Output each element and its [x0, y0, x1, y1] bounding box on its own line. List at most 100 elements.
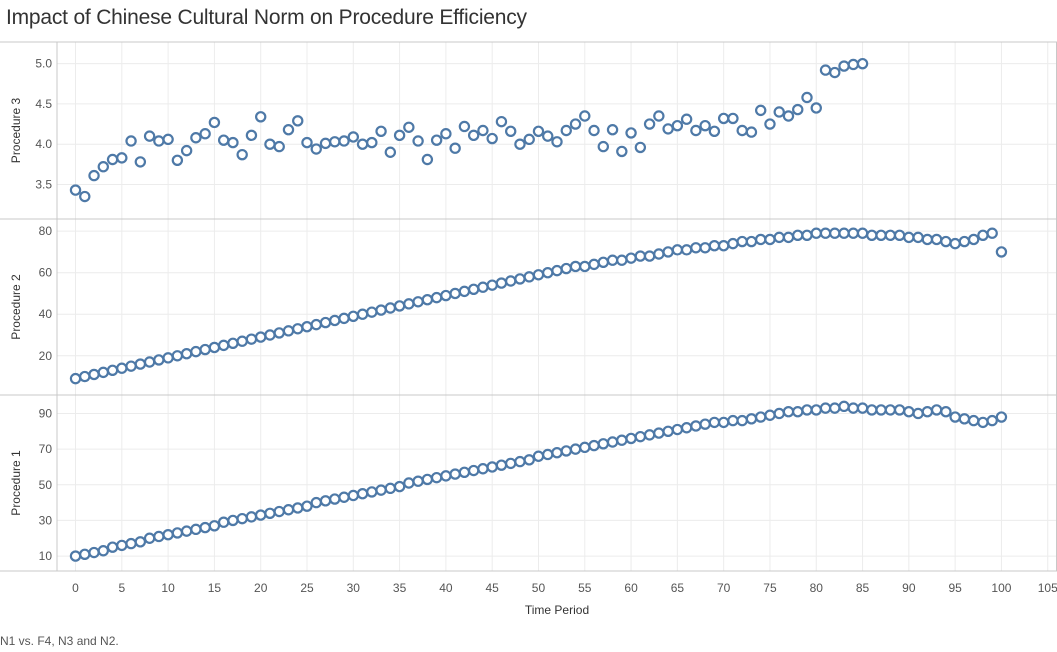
data-point	[810, 227, 822, 239]
data-point	[273, 140, 285, 153]
data-point	[458, 466, 471, 479]
data-point	[125, 360, 137, 372]
data-point	[319, 495, 332, 507]
data-point	[819, 64, 832, 76]
x-tick-label: 80	[810, 581, 824, 595]
data-point	[597, 438, 609, 450]
data-point	[764, 118, 776, 130]
data-point	[375, 304, 387, 316]
data-point	[634, 250, 647, 262]
data-point	[477, 281, 489, 293]
data-point	[810, 404, 822, 416]
data-point	[430, 134, 443, 146]
data-point	[606, 123, 619, 136]
data-point	[727, 237, 739, 250]
data-point	[264, 138, 276, 150]
data-point	[560, 262, 572, 275]
data-point	[217, 339, 230, 352]
data-point	[514, 138, 526, 150]
data-point	[217, 516, 230, 528]
data-point	[393, 300, 406, 312]
data-point	[449, 287, 461, 300]
data-point	[69, 550, 82, 562]
data-point	[606, 436, 619, 448]
data-point	[449, 468, 461, 480]
data-point	[421, 293, 434, 306]
data-point	[801, 229, 813, 242]
data-point	[162, 352, 174, 364]
data-point	[801, 404, 813, 416]
data-point	[282, 325, 295, 337]
data-point	[819, 402, 832, 414]
data-point	[255, 509, 267, 521]
data-point	[893, 404, 906, 416]
data-point	[736, 235, 748, 248]
data-point	[116, 539, 128, 552]
data-point	[106, 364, 119, 377]
data-point	[967, 233, 980, 246]
data-point	[977, 416, 989, 429]
data-point	[588, 124, 600, 137]
data-point	[477, 463, 489, 475]
y-axis-label: Procedure 3	[9, 97, 23, 163]
x-tick-label: 40	[439, 581, 453, 595]
data-point	[116, 152, 128, 164]
data-point	[856, 227, 869, 239]
data-point	[560, 124, 572, 137]
data-point	[347, 489, 359, 502]
data-point	[227, 337, 239, 350]
data-point	[97, 161, 109, 173]
data-point	[171, 154, 184, 166]
data-point	[384, 302, 397, 314]
data-point	[523, 271, 535, 283]
data-point	[949, 411, 961, 423]
data-point	[310, 143, 322, 155]
data-point	[532, 125, 545, 138]
data-point	[393, 480, 406, 493]
data-point	[375, 484, 387, 496]
data-point	[708, 239, 721, 252]
data-point	[764, 409, 776, 421]
data-point	[727, 112, 739, 125]
data-point	[88, 169, 100, 182]
data-point	[625, 432, 637, 445]
data-point	[505, 457, 517, 470]
data-point	[421, 153, 434, 166]
x-tick-label: 70	[717, 581, 731, 595]
data-point	[301, 320, 313, 333]
data-point	[273, 505, 285, 518]
data-point	[143, 356, 156, 368]
data-point	[180, 144, 193, 157]
data-point	[532, 269, 545, 281]
data-point	[597, 140, 609, 153]
x-tick-label: 55	[578, 581, 592, 595]
data-point	[745, 235, 758, 248]
data-point	[106, 541, 119, 553]
data-point	[347, 310, 359, 323]
data-point	[143, 532, 156, 544]
x-tick-label: 0	[72, 581, 79, 595]
data-point	[227, 136, 239, 149]
data-point	[634, 141, 647, 154]
data-point	[449, 142, 461, 154]
data-point	[69, 372, 82, 385]
data-point	[495, 115, 508, 128]
chart-title: Impact of Chinese Cultural Norm on Proce…	[6, 6, 527, 29]
data-point	[986, 227, 998, 239]
data-point	[810, 102, 822, 114]
data-point	[653, 110, 665, 122]
data-point	[606, 254, 619, 266]
data-point	[819, 227, 832, 239]
y-axis-label: Procedure 1	[9, 450, 23, 516]
data-point	[856, 57, 869, 70]
data-point	[440, 289, 452, 302]
data-point	[949, 237, 961, 250]
data-point	[384, 146, 397, 158]
data-point	[903, 231, 915, 244]
data-point	[162, 528, 174, 541]
data-point	[505, 125, 517, 138]
data-point	[662, 123, 674, 135]
data-point	[143, 130, 156, 142]
data-point	[912, 407, 924, 420]
data-point	[403, 298, 415, 310]
